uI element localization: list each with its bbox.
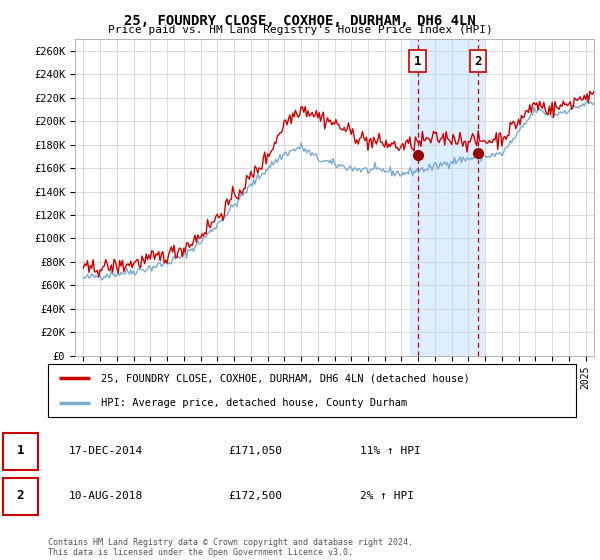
Text: 1: 1 [414, 55, 421, 68]
Text: 1: 1 [17, 444, 24, 458]
Text: 2: 2 [17, 489, 24, 502]
Text: £172,500: £172,500 [228, 491, 282, 501]
Text: HPI: Average price, detached house, County Durham: HPI: Average price, detached house, Coun… [101, 398, 407, 408]
Text: 25, FOUNDRY CLOSE, COXHOE, DURHAM, DH6 4LN (detached house): 25, FOUNDRY CLOSE, COXHOE, DURHAM, DH6 4… [101, 374, 470, 384]
Text: 11% ↑ HPI: 11% ↑ HPI [360, 446, 421, 456]
Text: 25, FOUNDRY CLOSE, COXHOE, DURHAM, DH6 4LN: 25, FOUNDRY CLOSE, COXHOE, DURHAM, DH6 4… [124, 14, 476, 28]
Text: Price paid vs. HM Land Registry's House Price Index (HPI): Price paid vs. HM Land Registry's House … [107, 25, 493, 35]
Bar [410, 39, 484, 356]
Text: 17-DEC-2014: 17-DEC-2014 [69, 446, 143, 456]
Text: Contains HM Land Registry data © Crown copyright and database right 2024.
This d: Contains HM Land Registry data © Crown c… [48, 538, 413, 557]
Text: £171,050: £171,050 [228, 446, 282, 456]
Text: 10-AUG-2018: 10-AUG-2018 [69, 491, 143, 501]
Text: 2% ↑ HPI: 2% ↑ HPI [360, 491, 414, 501]
Text: 2: 2 [475, 55, 482, 68]
